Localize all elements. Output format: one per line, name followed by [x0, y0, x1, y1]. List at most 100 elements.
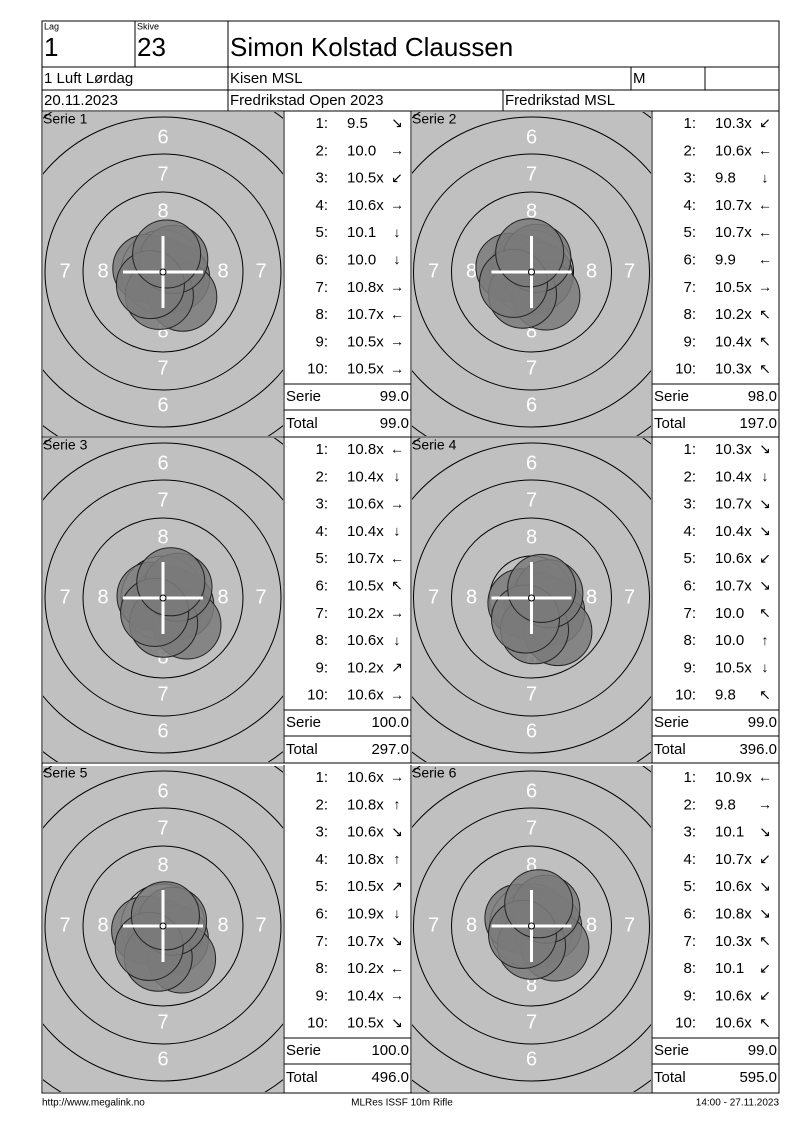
shot-number: 1:	[315, 769, 328, 786]
shot-hole	[507, 553, 577, 623]
shot-direction: →	[390, 605, 404, 621]
shot-number: 9:	[683, 659, 696, 676]
shot-number: 8:	[315, 960, 328, 977]
ring-label: 6	[526, 780, 537, 802]
series-title: Serie 5	[43, 765, 88, 781]
ring-label: 8	[466, 586, 477, 608]
shot-direction: ↓	[394, 523, 401, 539]
date: 20.11.2023	[44, 92, 118, 109]
ring-label: 6	[526, 1048, 537, 1070]
ring-label: 7	[157, 683, 168, 705]
ring	[413, 153, 650, 391]
ring-label: 7	[526, 357, 537, 379]
shot-score: 10.7x	[715, 496, 752, 513]
ring-label: 8	[157, 854, 168, 876]
shot-score: 10.6x	[347, 197, 384, 214]
center	[159, 268, 167, 276]
ring	[82, 191, 244, 353]
shot-direction: ↑	[762, 632, 769, 648]
shot-direction: ←	[390, 441, 404, 457]
shot-direction: ←	[390, 306, 404, 322]
shot-score: 10.6x	[347, 687, 384, 704]
ring-label: 6	[157, 1048, 168, 1070]
shot-number: 2:	[683, 142, 696, 159]
serie-score: 99.0	[748, 1042, 777, 1059]
shot-hole	[504, 869, 574, 939]
shot-number: 5:	[315, 550, 328, 567]
shot-number: 6:	[315, 905, 328, 922]
serie-label: Serie	[654, 388, 689, 405]
shot-number: 6:	[683, 251, 696, 268]
shot-score: 10.6x	[347, 824, 384, 841]
shot-direction: ↓	[762, 659, 769, 675]
ring-label: 6	[157, 452, 168, 474]
shot-score: 10.4x	[715, 468, 752, 485]
ring	[451, 517, 612, 679]
shot-score: 10.5x	[347, 577, 384, 594]
ring	[412, 442, 651, 754]
shot-number: 5:	[683, 550, 696, 567]
total-label: Total	[286, 741, 318, 758]
ring	[82, 517, 244, 679]
shot-number: 1:	[683, 769, 696, 786]
shot-number: 3:	[683, 170, 696, 187]
ring-label: 7	[624, 914, 635, 936]
shot-direction: ↘	[759, 823, 771, 839]
shot-score: 10.6x	[347, 769, 384, 786]
shot-number: 3:	[683, 496, 696, 513]
shot-direction: ↙	[759, 960, 771, 976]
shot-direction: →	[758, 796, 772, 812]
shot-score: 10.6x	[347, 496, 384, 513]
shot-number: 5:	[315, 878, 328, 895]
series-title: Serie 3	[43, 437, 88, 453]
shot-direction: ↗	[391, 659, 403, 675]
ring-label: 8	[217, 586, 228, 608]
shot-direction: ↘	[759, 878, 771, 894]
skive: 23	[137, 32, 166, 62]
shot-score: 10.6x	[715, 878, 752, 895]
shot-direction: ↓	[394, 905, 401, 921]
shot-direction: ↖	[759, 686, 771, 702]
shot-direction: ↘	[391, 115, 403, 131]
ring-label: 8	[466, 260, 477, 282]
shot-direction: ←	[758, 197, 772, 213]
shot-direction: →	[390, 987, 404, 1003]
shot-number: 3:	[683, 824, 696, 841]
ring	[43, 116, 283, 428]
shot-score: 10.8x	[347, 279, 384, 296]
shot-score: 10.5x	[715, 659, 752, 676]
ring-label: 8	[586, 586, 597, 608]
shot-number: 8:	[683, 632, 696, 649]
target: 6 6 7 7 7 7 8 8 8 8	[412, 112, 651, 436]
shot-number: 3:	[315, 496, 328, 513]
shot-score: 10.9x	[715, 769, 752, 786]
shot-direction: →	[758, 279, 772, 295]
shot-score: 9.8	[715, 687, 736, 704]
ring	[43, 442, 283, 754]
shot-number: 6:	[315, 577, 328, 594]
ring-label: 8	[466, 914, 477, 936]
shot-direction: ↘	[759, 495, 771, 511]
ring-label: 8	[586, 914, 597, 936]
ring-label: 7	[157, 817, 168, 839]
shot-direction: ↓	[762, 468, 769, 484]
shot-direction: ↓	[394, 632, 401, 648]
center	[528, 594, 535, 602]
ring-label: 7	[526, 163, 537, 185]
serie-label: Serie	[286, 714, 321, 731]
shot-number: 7:	[315, 933, 328, 950]
ring-label: 8	[157, 320, 168, 342]
serie-score: 99.0	[748, 714, 777, 731]
total-score: 197.0	[739, 415, 777, 432]
shot-number: 2:	[683, 796, 696, 813]
shot-number: 5:	[683, 878, 696, 895]
shot-direction: →	[390, 360, 404, 376]
footer-left: http://www.megalink.no	[42, 1098, 145, 1109]
series-title: Serie 1	[43, 111, 88, 127]
ring-label: 7	[255, 914, 266, 936]
total-label: Total	[654, 415, 686, 432]
shot-direction: ←	[390, 960, 404, 976]
shot-number: 1:	[315, 441, 328, 458]
shooter-name: Simon Kolstad Claussen	[230, 32, 513, 62]
